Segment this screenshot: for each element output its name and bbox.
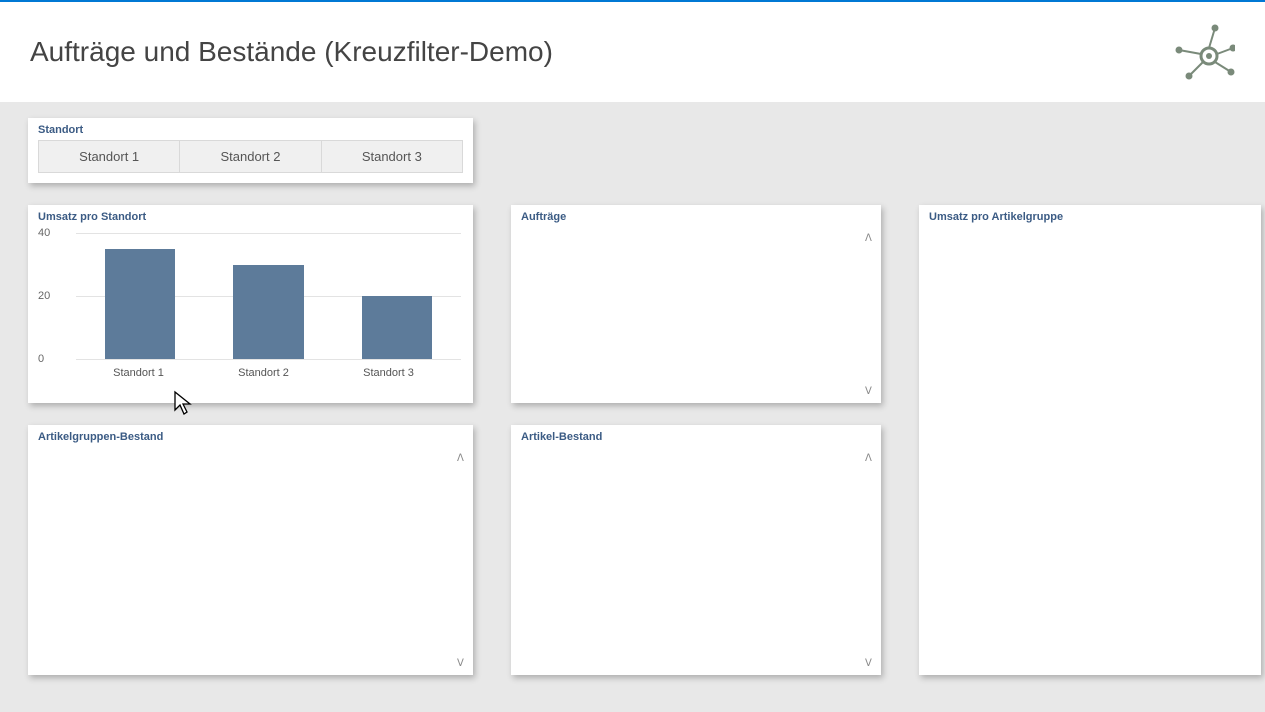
scrollbar[interactable]: ᐱ ᐯ [865,453,879,669]
auftraege-table-card: Aufträge ᐱ ᐯ [511,205,881,403]
scroll-up-icon[interactable]: ᐱ [457,453,471,464]
y-axis-tick: 0 [38,353,44,365]
slicer-option[interactable]: Standort 1 [38,140,180,173]
standort-slicer: Standort Standort 1Standort 2Standort 3 [28,118,473,183]
chart-bar[interactable] [105,249,176,359]
logo-icon [1171,20,1235,84]
table-title: Artikelgruppen-Bestand [28,425,473,447]
scroll-down-icon[interactable]: ᐯ [865,658,879,669]
scroll-down-icon[interactable]: ᐯ [457,658,471,669]
chart-title: Umsatz pro Standort [28,205,473,227]
x-axis-label: Standort 3 [363,367,414,379]
scrollbar[interactable]: ᐱ ᐯ [865,233,879,397]
slicer-option[interactable]: Standort 3 [322,140,463,173]
chart-bar[interactable] [233,265,304,360]
x-axis-label: Standort 2 [238,367,289,379]
scroll-up-icon[interactable]: ᐱ [865,453,879,464]
slicer-buttons: Standort 1Standort 2Standort 3 [28,140,473,183]
slicer-title: Standort [28,118,473,140]
artikelbestand-table-card: Artikel-Bestand ᐱ ᐯ [511,425,881,675]
artikelgruppen-table-card: Artikelgruppen-Bestand ᐱ ᐯ [28,425,473,675]
y-axis-tick: 40 [38,227,50,239]
table-title: Artikel-Bestand [511,425,881,447]
chart-title: Umsatz pro Artikelgruppe [919,205,1261,227]
x-axis-label: Standort 1 [113,367,164,379]
scroll-down-icon[interactable]: ᐯ [865,386,879,397]
page-title: Aufträge und Bestände (Kreuzfilter-Demo) [30,36,553,68]
slicer-option[interactable]: Standort 2 [180,140,321,173]
umsatz-gruppe-chart[interactable]: Umsatz pro Artikelgruppe [919,205,1261,675]
table-title: Aufträge [511,205,881,227]
scroll-up-icon[interactable]: ᐱ [865,233,879,244]
umsatz-standort-chart[interactable]: Umsatz pro Standort 0 20 40 Standort 1 Stand… [28,205,473,403]
y-axis-tick: 20 [38,290,50,302]
gridline [76,233,461,234]
page-header: Aufträge und Bestände (Kreuzfilter-Demo) [0,2,1265,102]
gridline [76,359,461,360]
scrollbar[interactable]: ᐱ ᐯ [457,453,471,669]
chart-bar[interactable] [362,296,433,359]
